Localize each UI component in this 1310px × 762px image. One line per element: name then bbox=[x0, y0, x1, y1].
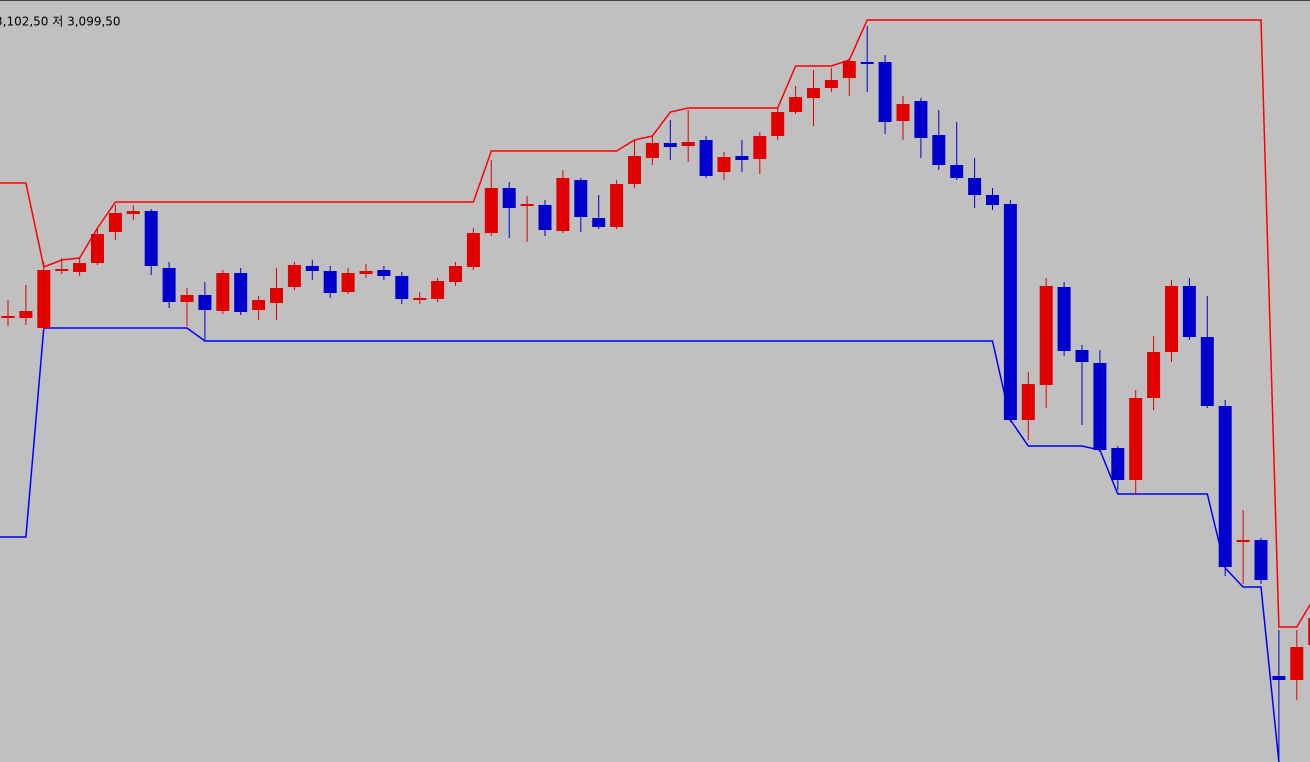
candle-body bbox=[717, 157, 731, 172]
candle-body bbox=[287, 265, 301, 287]
candle-body bbox=[663, 143, 677, 147]
candle-body bbox=[1093, 363, 1107, 450]
candle-body bbox=[681, 142, 695, 146]
candle-body bbox=[860, 62, 874, 64]
candle-body bbox=[789, 97, 803, 112]
candle-body bbox=[842, 61, 856, 78]
candle-body bbox=[1182, 286, 1196, 337]
candle-body bbox=[807, 88, 820, 98]
candle-body bbox=[556, 178, 570, 231]
band-line bbox=[0, 327, 1280, 762]
candle-body bbox=[771, 112, 785, 136]
candle-body bbox=[1003, 204, 1017, 420]
candle-body bbox=[574, 180, 588, 217]
candle-body bbox=[144, 211, 158, 266]
candle-body bbox=[449, 266, 462, 282]
candle-body bbox=[932, 135, 946, 165]
candle-body bbox=[466, 233, 480, 267]
candle-body bbox=[645, 143, 659, 158]
candle-body bbox=[270, 288, 283, 303]
candle-body bbox=[878, 62, 892, 122]
candle-body bbox=[628, 156, 641, 184]
candle-body bbox=[180, 295, 194, 302]
candle-body bbox=[914, 101, 928, 138]
candle-body bbox=[1111, 448, 1125, 480]
price-annotation: 3,102,50 저 3,099,50 bbox=[0, 15, 121, 29]
candle-body bbox=[91, 234, 104, 263]
candle-body bbox=[198, 295, 212, 310]
candle-body bbox=[1272, 676, 1286, 680]
candle-body bbox=[753, 136, 767, 159]
candle-body bbox=[502, 188, 516, 208]
candle-body bbox=[699, 140, 713, 176]
candle-body bbox=[341, 273, 355, 292]
candle-body bbox=[538, 205, 552, 230]
candle-body bbox=[1165, 286, 1178, 352]
candle-body bbox=[73, 263, 87, 272]
candle-body bbox=[968, 178, 982, 195]
candle-body bbox=[1075, 350, 1089, 362]
band-line bbox=[0, 19, 1310, 628]
candle-body bbox=[1290, 647, 1304, 680]
candle-body bbox=[1, 316, 15, 318]
candle-body bbox=[986, 195, 999, 205]
candle-body bbox=[19, 311, 33, 318]
candle-body bbox=[950, 165, 964, 178]
candle-body bbox=[305, 266, 319, 271]
candle-body bbox=[395, 276, 409, 299]
candle-body bbox=[1218, 406, 1232, 567]
candle-body bbox=[735, 156, 749, 160]
candle-body bbox=[1200, 337, 1214, 406]
candle-body bbox=[1236, 540, 1250, 542]
candle-body bbox=[323, 271, 337, 293]
candle-body bbox=[896, 104, 910, 121]
candle-body bbox=[1039, 286, 1053, 385]
candle-body bbox=[1254, 540, 1268, 580]
candle-body bbox=[1057, 287, 1071, 351]
candle-body bbox=[37, 270, 51, 328]
candle-body bbox=[55, 269, 69, 271]
candle-body bbox=[1129, 398, 1143, 480]
candle-body bbox=[126, 211, 140, 214]
candle-body bbox=[484, 188, 498, 233]
candle-body bbox=[252, 300, 266, 310]
candle-body bbox=[1147, 352, 1161, 398]
candle-body bbox=[592, 218, 606, 227]
candle-body bbox=[610, 184, 624, 227]
candle-body bbox=[413, 298, 427, 300]
candle-body bbox=[377, 270, 391, 276]
candle-body bbox=[1308, 618, 1310, 645]
candle-body bbox=[1021, 384, 1035, 420]
candle-body bbox=[108, 213, 122, 232]
candle-body bbox=[162, 268, 176, 302]
candle-body bbox=[234, 273, 248, 312]
candle-body bbox=[216, 273, 230, 311]
candle-body bbox=[431, 281, 445, 299]
candle-body bbox=[824, 80, 838, 88]
candle-body bbox=[520, 204, 534, 206]
candle-body bbox=[359, 271, 373, 274]
